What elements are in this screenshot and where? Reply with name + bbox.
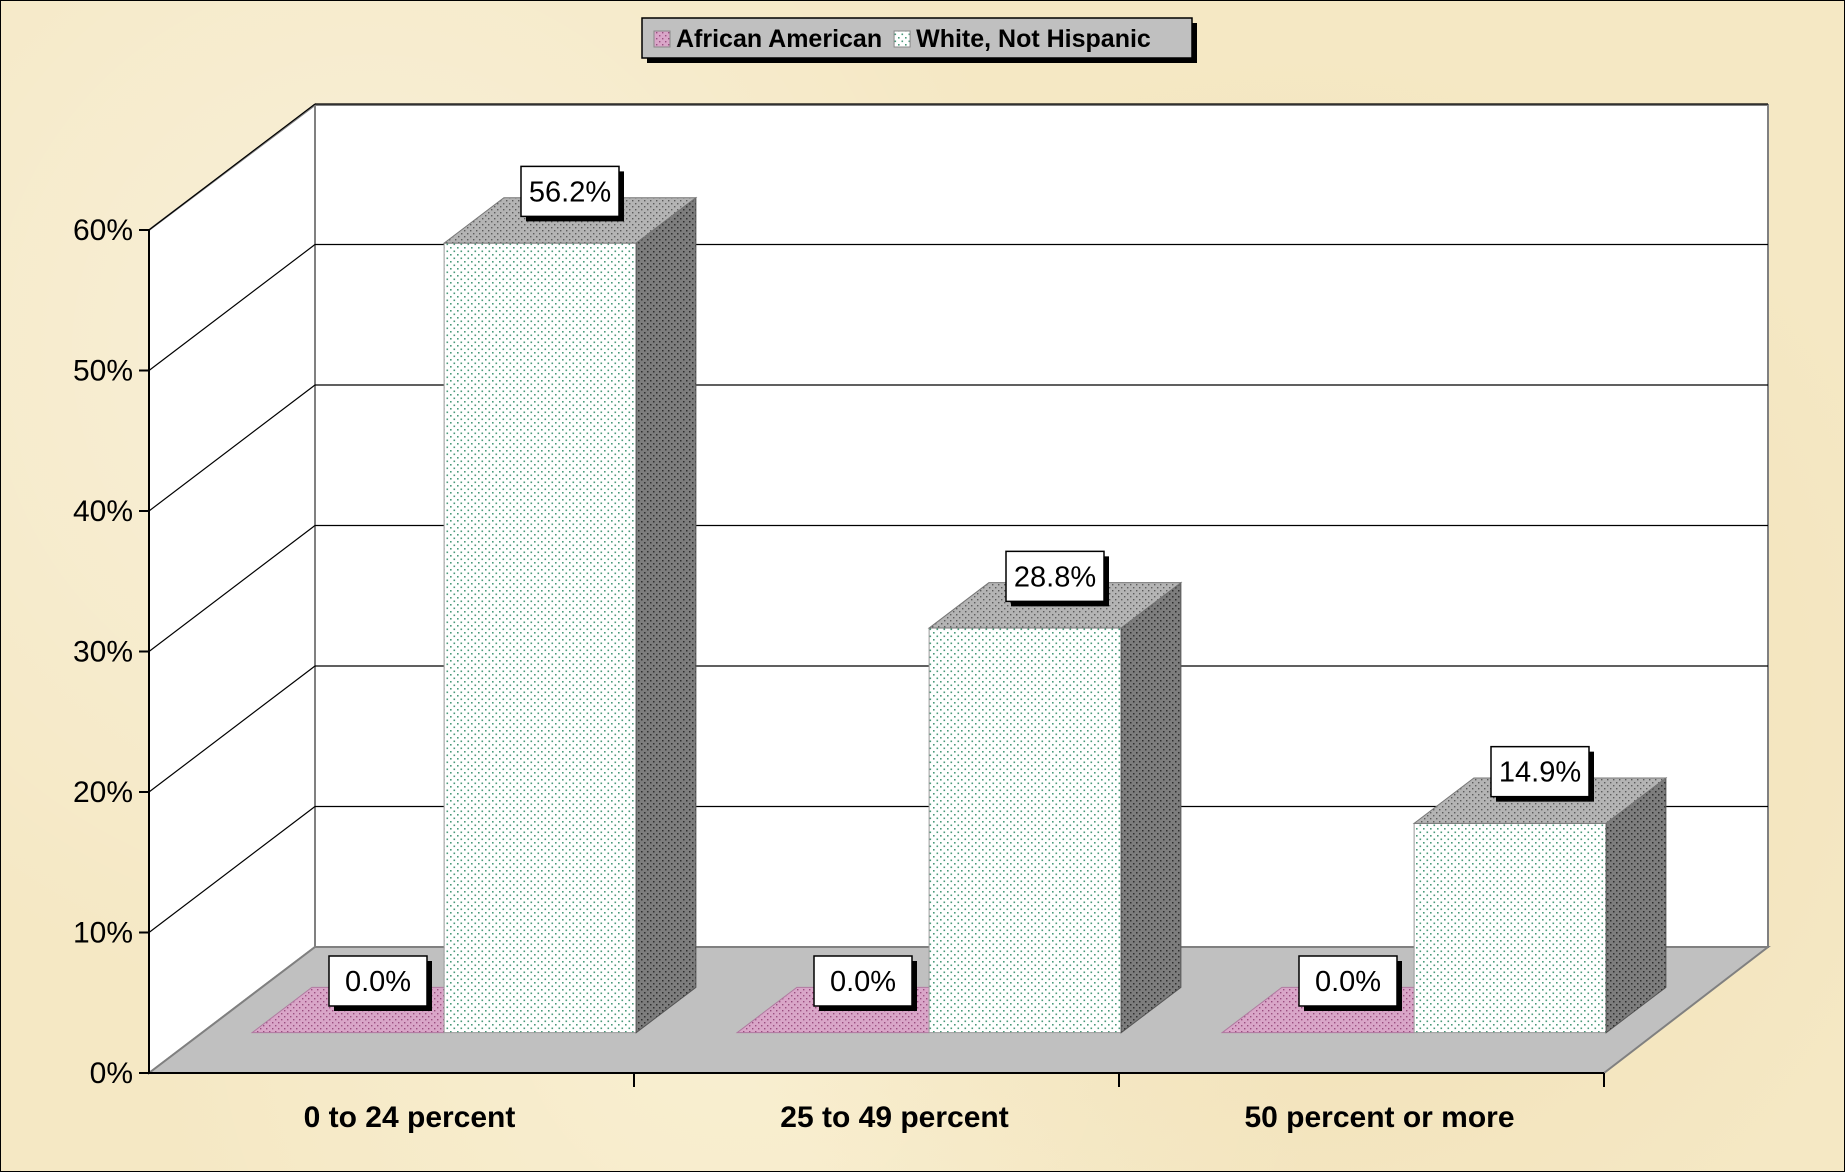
bar-front [443,242,637,1034]
gridline-side [148,384,316,512]
data-label-box [328,955,428,1007]
y-tick-label: 50% [73,355,133,388]
value-axis: 0% 10% 20% 30% 40% 50% 60% 0 to 24 percent 25 to… [73,214,1605,1134]
legend: African American White, Not Hispanic [641,17,1197,63]
y-tick-label: 10% [73,917,133,950]
y-tick-label: 30% [73,636,133,669]
legend-swatch [653,30,671,48]
data-labels: 0.0% 56.2% 0.0% 28.8% 0.0% 14.9% [328,165,1594,1011]
bar-side [635,196,697,1034]
y-tick-label: 0% [90,1057,133,1090]
y-tick-label: 60% [73,214,133,247]
category-label: 50 percent or more [1244,1101,1514,1134]
gridline-side [148,806,316,933]
data-label-box [1490,745,1590,798]
data-label-box [1298,955,1398,1007]
legend-entry: African American [676,25,882,53]
legend-box [641,17,1193,59]
data-label-box [520,165,620,218]
y-tick-label: 20% [73,776,133,809]
bar-front [928,627,1122,1034]
data-label: 0.0% [1315,966,1381,998]
bar-front [1413,822,1607,1034]
gridline-side [148,525,316,652]
category-label: 25 to 49 percent [780,1101,1008,1134]
data-label-box [1005,550,1105,603]
data-label: 28.8% [1014,561,1096,593]
y-tick-label: 40% [73,495,133,528]
data-label: 0.0% [830,966,896,998]
gridline-side [148,103,316,231]
legend-swatch [893,30,911,48]
gridline-side [148,244,316,371]
category-label: 0 to 24 percent [304,1101,516,1134]
data-label: 56.2% [529,176,611,208]
data-label-box [813,955,913,1007]
data-label: 14.9% [1499,757,1581,789]
gridline-side [148,665,316,793]
data-label: 0.0% [345,966,411,998]
bar-side [1120,581,1182,1034]
legend-entry: White, Not Hispanic [916,25,1151,53]
